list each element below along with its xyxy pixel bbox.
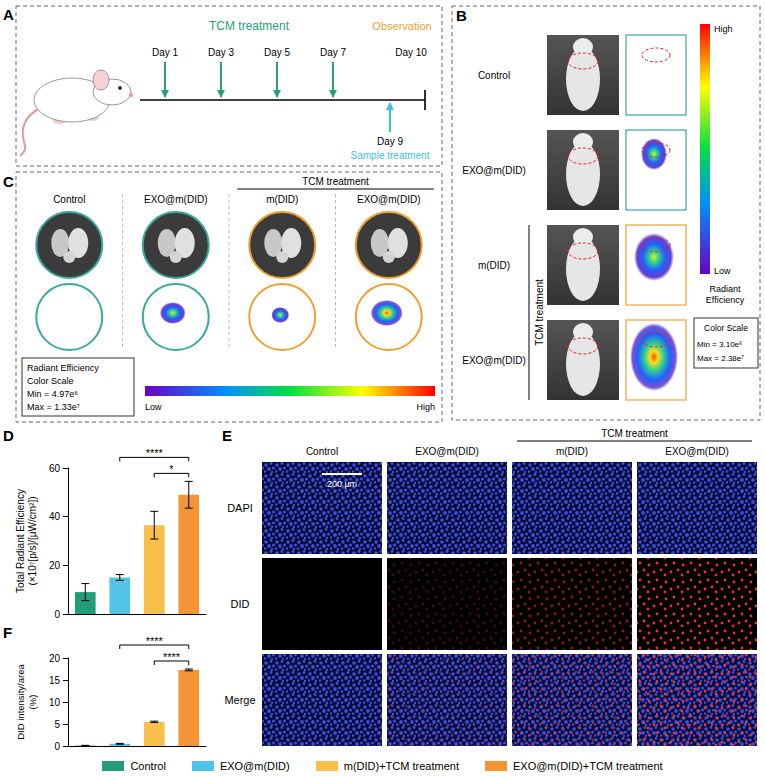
svg-text:C: C <box>3 173 14 190</box>
svg-text:Day 3: Day 3 <box>208 47 235 58</box>
svg-text:EXO@m(DID): EXO@m(DID) <box>144 194 207 205</box>
svg-text:Low: Low <box>714 266 731 276</box>
svg-text:Low: Low <box>145 402 162 412</box>
svg-text:Max = 2.38e⁷: Max = 2.38e⁷ <box>697 354 744 363</box>
svg-text:Max = 1.33e⁷: Max = 1.33e⁷ <box>27 402 80 412</box>
svg-text:TCM treatment: TCM treatment <box>209 19 290 33</box>
html-text:EXO@m(DID)+TCM treatment: EXO@m(DID)+TCM treatment <box>513 760 663 772</box>
svg-text:Radiant Efficiency: Radiant Efficiency <box>27 363 99 373</box>
svg-text:****: **** <box>163 651 181 663</box>
svg-text:DAPI: DAPI <box>227 502 253 514</box>
svg-text:TCM treatment: TCM treatment <box>534 279 545 346</box>
svg-text:Day 5: Day 5 <box>264 47 291 58</box>
svg-text:Min = 4.97e⁶: Min = 4.97e⁶ <box>27 389 78 399</box>
svg-text:(×10⁷[p/s]/[μW/cm²]): (×10⁷[p/s]/[μW/cm²]) <box>27 496 38 585</box>
svg-text:Observation: Observation <box>372 20 431 32</box>
svg-text:DID intensity/area: DID intensity/area <box>15 664 26 740</box>
svg-text:EXO@m(DID): EXO@m(DID) <box>462 355 525 366</box>
svg-text:****: **** <box>146 447 164 459</box>
svg-text:40: 40 <box>49 511 61 522</box>
svg-text:10: 10 <box>49 697 61 708</box>
svg-text:m(DID): m(DID) <box>266 194 298 205</box>
svg-text:Day 1: Day 1 <box>152 47 179 58</box>
svg-text:High: High <box>416 402 435 412</box>
svg-text:EXO@m(DID): EXO@m(DID) <box>415 446 478 457</box>
svg-text:200 μm: 200 μm <box>327 479 357 489</box>
svg-text:Day 10: Day 10 <box>395 47 427 58</box>
svg-text:(%): (%) <box>27 695 38 710</box>
svg-text:DID: DID <box>231 598 250 610</box>
svg-text:EXO@m(DID): EXO@m(DID) <box>357 194 420 205</box>
svg-text:Sample treatment: Sample treatment <box>351 150 430 161</box>
svg-text:0: 0 <box>54 609 60 620</box>
svg-text:5: 5 <box>54 719 60 730</box>
svg-text:m(DID): m(DID) <box>478 260 510 271</box>
svg-text:B: B <box>456 7 467 24</box>
svg-text:E: E <box>222 427 232 444</box>
svg-text:Control: Control <box>306 446 338 457</box>
svg-text:Total Radiant Efficiency: Total Radiant Efficiency <box>15 489 26 593</box>
svg-text:Min = 3.10e⁶: Min = 3.10e⁶ <box>697 340 742 349</box>
svg-text:A: A <box>3 6 14 23</box>
svg-text:60: 60 <box>49 463 61 474</box>
html-text:EXO@m(DID): EXO@m(DID) <box>219 760 290 772</box>
svg-text:Color Scale: Color Scale <box>704 323 748 333</box>
svg-text:D: D <box>3 427 14 444</box>
svg-text:Control: Control <box>478 70 510 81</box>
svg-text:TCM treatment: TCM treatment <box>601 428 668 439</box>
svg-text:0: 0 <box>54 741 60 752</box>
svg-text:Merge: Merge <box>224 694 255 706</box>
svg-text:Color Scale: Color Scale <box>27 376 74 386</box>
svg-text:TCM treatment: TCM treatment <box>302 176 369 187</box>
html-text:m(DID)+TCM treatment: m(DID)+TCM treatment <box>343 760 459 772</box>
svg-text:F: F <box>3 624 12 641</box>
svg-text:20: 20 <box>49 560 61 571</box>
svg-text:*: * <box>169 463 174 475</box>
html-text:Control: Control <box>130 760 166 772</box>
svg-text:EXO@m(DID): EXO@m(DID) <box>665 446 728 457</box>
svg-text:m(DID): m(DID) <box>556 446 588 457</box>
svg-text:RadiantEfficiency: RadiantEfficiency <box>706 284 745 305</box>
svg-text:EXO@m(DID): EXO@m(DID) <box>462 165 525 176</box>
svg-text:15: 15 <box>49 675 61 686</box>
svg-text:Day 9: Day 9 <box>377 136 404 147</box>
svg-text:20: 20 <box>49 653 61 664</box>
svg-text:Control: Control <box>53 194 85 205</box>
svg-text:****: **** <box>146 635 164 647</box>
svg-text:Day 7: Day 7 <box>320 47 347 58</box>
svg-text:High: High <box>714 24 733 34</box>
